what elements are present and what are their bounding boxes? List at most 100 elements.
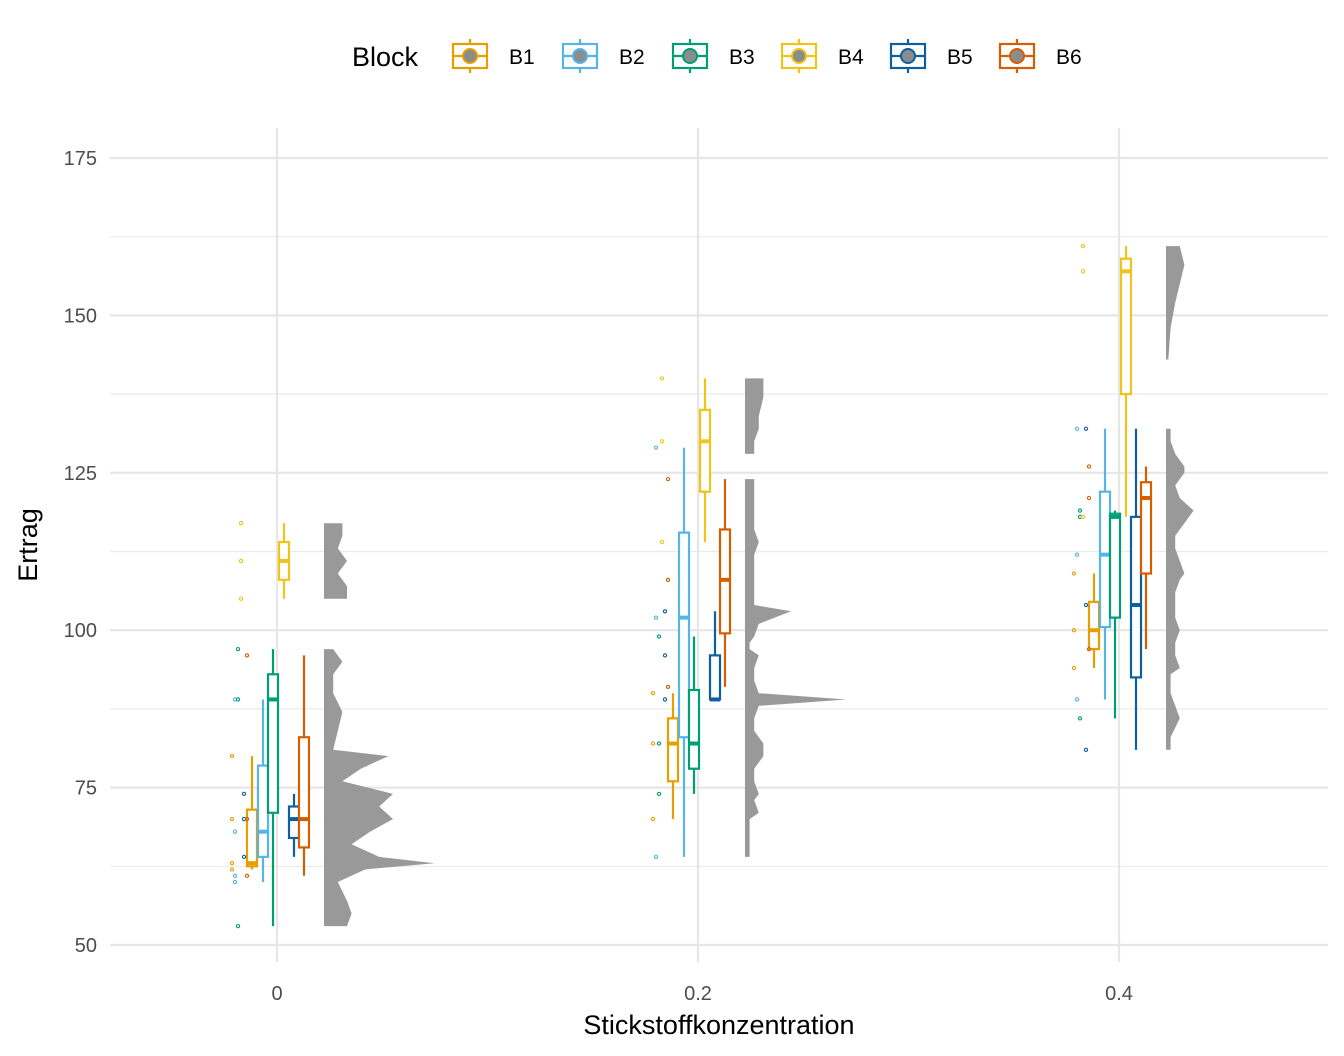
y-tick-label: 50 — [75, 935, 97, 957]
y-axis-title: Ertrag — [13, 508, 43, 582]
density-shape — [745, 378, 764, 454]
density-shape — [324, 523, 347, 599]
data-point — [1071, 665, 1077, 671]
y-tick-label: 75 — [75, 778, 97, 800]
legend-key-b4: B4 — [780, 39, 864, 73]
data-point — [1077, 716, 1083, 721]
box — [1108, 512, 1122, 619]
box — [666, 717, 680, 783]
x-tick-label: 0 — [271, 983, 282, 1005]
density-clouds — [324, 246, 1194, 927]
data-point — [1083, 602, 1089, 608]
box — [1119, 257, 1133, 396]
data-point — [659, 439, 665, 444]
x-axis-ticks: 0 0.2 0.4 — [271, 983, 1132, 1005]
data-point — [235, 646, 241, 652]
legend-label: B4 — [838, 46, 864, 69]
data-point — [1086, 495, 1092, 501]
y-tick-label: 175 — [64, 148, 97, 170]
data-point — [229, 816, 235, 822]
legend-dot — [682, 48, 698, 64]
data-point — [659, 376, 665, 381]
box — [287, 805, 301, 840]
y-axis-ticks: 50 75 100 125 150 175 — [64, 148, 97, 957]
legend-dot — [1009, 48, 1025, 64]
data-point — [1083, 426, 1089, 431]
data-point — [1086, 646, 1092, 652]
data-point — [653, 854, 659, 860]
legend-key-b1: B1 — [451, 39, 535, 73]
minor-gridlines — [110, 236, 1328, 867]
legend-key-b2: B2 — [561, 39, 645, 73]
data-point — [1080, 514, 1086, 520]
legend-dot — [572, 48, 588, 64]
legend-key-b5: B5 — [889, 39, 973, 73]
data-point — [1074, 697, 1080, 702]
data-point — [244, 653, 250, 658]
density-shape — [324, 649, 435, 927]
legend-key-b6: B6 — [998, 39, 1082, 73]
data-point — [1077, 508, 1083, 513]
data-point — [662, 653, 668, 658]
data-point — [653, 615, 659, 620]
data-point — [232, 873, 238, 878]
box — [297, 736, 311, 849]
data-point — [662, 609, 668, 614]
y-tick-label: 150 — [64, 305, 97, 327]
box — [266, 673, 280, 814]
box — [1129, 515, 1143, 679]
x-tick-label: 0.2 — [684, 983, 712, 1005]
data-point — [665, 684, 671, 690]
y-tick-label: 125 — [64, 463, 97, 485]
legend-label: B2 — [619, 46, 645, 69]
data-point — [650, 741, 656, 746]
legend-dot — [791, 48, 807, 64]
data-point — [665, 476, 671, 482]
legend-dot — [462, 48, 478, 64]
data-point — [665, 577, 671, 582]
box — [687, 688, 701, 770]
legend-label: B5 — [947, 46, 973, 69]
data-point — [238, 596, 244, 601]
data-point — [229, 753, 235, 759]
box — [698, 408, 712, 493]
x-tick-label: 0.4 — [1105, 983, 1133, 1005]
legend-label: B1 — [509, 46, 535, 69]
density-shape — [1166, 428, 1194, 750]
data-point — [659, 539, 665, 545]
data-point — [656, 634, 662, 639]
legend-label: B6 — [1056, 46, 1082, 69]
legend-dot — [900, 48, 916, 64]
data-point — [656, 791, 662, 797]
data-point — [650, 816, 656, 822]
data-point — [235, 697, 241, 702]
data-point — [1071, 628, 1077, 633]
boxplots — [245, 246, 1153, 927]
data-point — [1074, 426, 1080, 431]
y-tick-label: 100 — [64, 620, 97, 642]
data-point — [1074, 552, 1080, 557]
box — [677, 531, 691, 739]
data-point — [656, 741, 662, 746]
data-point — [238, 558, 244, 564]
data-point — [235, 923, 241, 929]
data-point — [229, 867, 235, 872]
density-shape — [1166, 246, 1185, 360]
box — [1098, 490, 1112, 629]
box — [708, 654, 722, 701]
data-point — [229, 861, 235, 866]
data-point — [232, 879, 238, 885]
data-point — [1086, 464, 1092, 469]
data-point — [653, 445, 659, 450]
legend: Block B1 B2 B3 B4 B5 B6 — [352, 39, 1082, 73]
box — [1087, 600, 1101, 651]
data-point — [662, 697, 668, 702]
data-point — [241, 791, 247, 797]
data-point — [244, 816, 250, 822]
data-point — [238, 521, 244, 526]
legend-title: Block — [352, 42, 419, 72]
data-point — [1080, 269, 1086, 274]
box — [256, 764, 270, 858]
legend-key-b3: B3 — [671, 39, 755, 73]
